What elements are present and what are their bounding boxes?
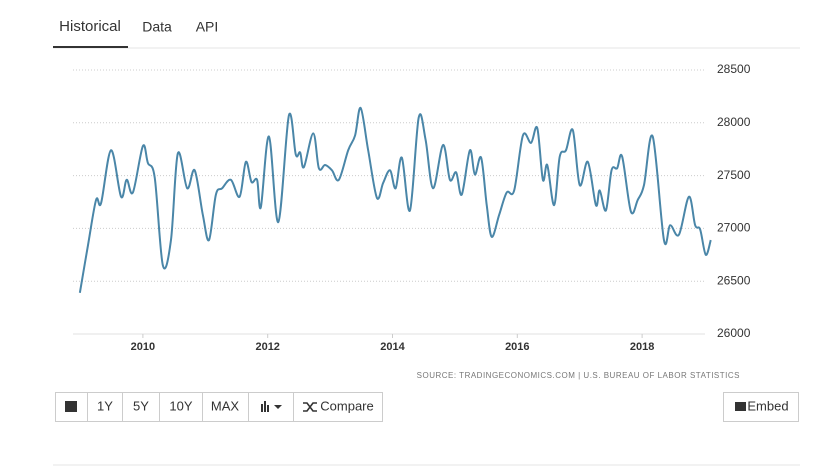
data-line bbox=[78, 107, 712, 293]
y-tick-label: 28000 bbox=[717, 115, 751, 129]
range-button[interactable]: 5Y bbox=[122, 392, 160, 422]
x-tick-label: 2016 bbox=[505, 341, 529, 353]
range-button[interactable]: 10Y bbox=[159, 392, 203, 422]
x-tick-label: 2014 bbox=[380, 341, 405, 353]
y-tick-label: 26000 bbox=[717, 326, 751, 340]
x-tick-label: 2010 bbox=[131, 341, 155, 353]
source: SOURCE: TRADINGECONOMICS.COM | U.S. BURE… bbox=[417, 371, 740, 380]
y-tick-label: 27000 bbox=[717, 221, 751, 235]
x-tick-label: 2018 bbox=[630, 341, 654, 353]
compare-button[interactable]: Compare bbox=[293, 392, 383, 422]
range-button[interactable]: MAX bbox=[202, 392, 249, 422]
y-tick-label: 27500 bbox=[717, 168, 751, 182]
tab[interactable]: Historical bbox=[59, 18, 121, 35]
plot: 26000 26500 27000 27500 28000 28500 2010 2012 20… bbox=[73, 62, 751, 353]
y-tick-label: 28500 bbox=[717, 62, 751, 76]
calendar-button[interactable] bbox=[55, 392, 88, 422]
button-label: Embed bbox=[747, 398, 788, 413]
y-tick-label: 26500 bbox=[717, 273, 751, 287]
tab[interactable]: API bbox=[196, 19, 219, 35]
button-label: 5Y bbox=[133, 398, 149, 413]
x-tick-label: 2012 bbox=[255, 341, 279, 353]
button-label: 1Y bbox=[97, 398, 113, 413]
embed-button[interactable]: Embed bbox=[723, 392, 799, 422]
chart-type-button[interactable] bbox=[248, 392, 294, 422]
tab[interactable]: Data bbox=[142, 19, 172, 35]
button-label: 10Y bbox=[169, 398, 192, 413]
button-label: MAX bbox=[211, 398, 240, 413]
range-button[interactable]: 1Y bbox=[87, 392, 123, 422]
button-label: Compare bbox=[320, 398, 373, 413]
